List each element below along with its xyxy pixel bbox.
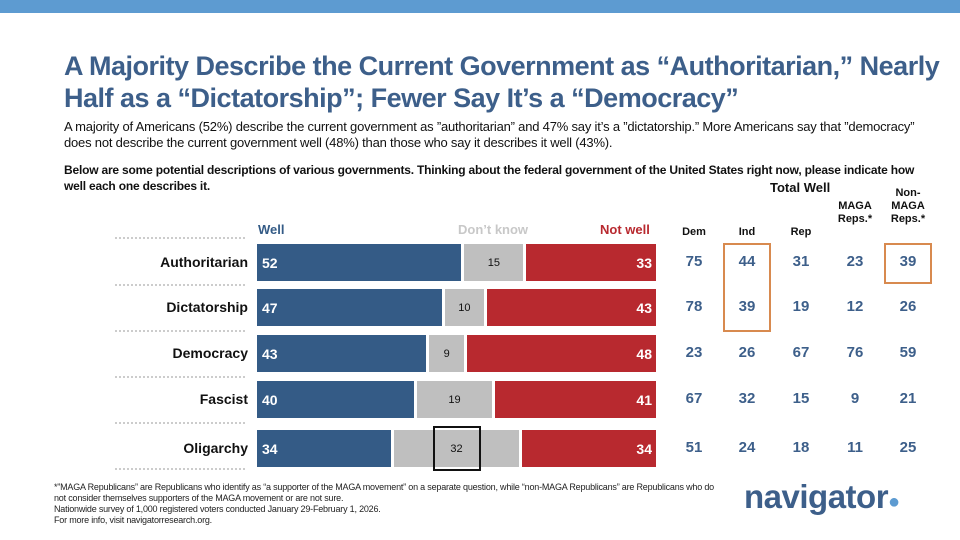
column-header: Dem [682,226,706,238]
bar-not-well: 34 [522,430,656,467]
table-cell: 75 [685,253,703,270]
row-divider [115,330,245,332]
table-cell: 12 [846,298,864,315]
table-cell: 24 [738,439,756,456]
column-header: Non- MAGA Reps.* [890,187,926,225]
row-divider [115,376,245,378]
bar-not-well: 43 [487,289,656,326]
subtitle: A majority of Americans (52%) describe t… [64,119,915,150]
legend-well: Well [258,222,285,237]
bar-well: 34 [257,430,391,467]
bar-dont-know: 19 [417,381,492,418]
bar-not-well: 33 [526,244,656,281]
table-cell: 31 [792,253,810,270]
navigator-logo: navigator● [744,478,900,515]
row-divider [115,237,245,239]
table-cell: 67 [792,344,810,361]
footnote: *”MAGA Republicans” are Republicans who … [54,482,714,526]
highlight-box [432,426,481,471]
row-label: Democracy [172,345,249,361]
table-cell: 19 [792,298,810,315]
table-cell: 51 [685,439,703,456]
bar-dont-know: 15 [464,244,524,281]
row-label: Fascist [199,391,248,407]
table-cell: 26 [899,298,917,315]
table-cell: 21 [899,390,917,407]
bar-well: 43 [257,335,426,372]
table-cell: 15 [792,390,810,407]
bar-dont-know: 9 [428,335,465,372]
bar-well: 52 [257,244,462,281]
row-label: Dictatorship [166,299,248,315]
table-cell: 18 [792,439,810,456]
legend-not-well: Not well [600,222,650,237]
column-header: MAGA Reps.* [837,200,873,225]
table-cell: 67 [685,390,703,407]
survey-question: Below are some potential descriptions of… [64,163,915,193]
table-cell: 76 [846,344,864,361]
table-cell: 9 [850,390,860,407]
table-cell: 26 [738,344,756,361]
table-cell: 44 [738,253,756,270]
table-cell: 25 [899,439,917,456]
table-cell: 32 [738,390,756,407]
table-cell: 23 [685,344,703,361]
table-title: Total Well [770,180,831,195]
highlight-box [723,243,771,332]
table-cell: 59 [899,344,917,361]
top-accent-bar [0,0,960,13]
table-cell: 23 [846,253,864,270]
column-header: Rep [790,226,812,238]
row-divider [115,422,245,424]
footnote-link: For more info, visit navigatorresearch.o… [54,515,212,525]
row-label: Oligarchy [183,440,248,456]
bar-not-well: 41 [494,381,656,418]
footnote-survey: Nationwide survey of 1,000 registered vo… [54,504,381,514]
legend-dont-know: Don’t know [458,222,529,237]
bar-well: 47 [257,289,442,326]
page-title: A Majority Describe the Current Governme… [64,51,940,113]
table-cell: 39 [738,298,756,315]
table-cell: 39 [899,253,917,270]
row-divider [115,284,245,286]
bar-not-well: 48 [467,335,656,372]
bar-well: 40 [257,381,415,418]
table-cell: 11 [847,439,863,456]
highlight-box [884,243,932,284]
bar-dont-know: 32 [393,430,520,467]
bar-dont-know: 10 [444,289,484,326]
row-label: Authoritarian [160,254,248,270]
column-header: Ind [738,226,756,238]
table-cell: 78 [685,298,703,315]
footnote-maga: *”MAGA Republicans” are Republicans who … [54,482,714,503]
row-divider [115,468,245,470]
